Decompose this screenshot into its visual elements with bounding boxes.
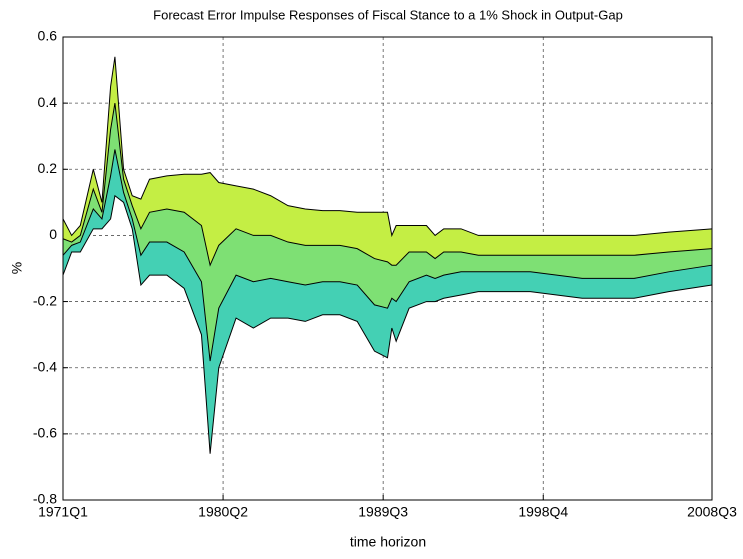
surface-band	[63, 103, 712, 362]
x-tick-label: 2008Q3	[687, 504, 737, 520]
surface-line	[62, 194, 713, 454]
x-tick-label: 1980Q2	[198, 504, 248, 520]
surface-band	[63, 56, 712, 266]
plot-frame	[62, 36, 713, 501]
y-tick-label: 0.2	[38, 160, 58, 176]
x-tick-label: 1989Q3	[358, 504, 408, 520]
y-tick-label: 0.4	[38, 94, 58, 110]
y-tick-label: -0.4	[33, 358, 57, 374]
surface-line	[62, 56, 713, 238]
x-tick-label: 1971Q1	[38, 504, 88, 520]
y-tick-label: -0.8	[33, 491, 57, 507]
x-tick-label: 1998Q4	[518, 504, 568, 520]
x-axis-label: time horizon	[350, 534, 426, 550]
y-tick-label: -0.6	[33, 425, 57, 441]
y-axis-label: %	[9, 262, 25, 274]
chart-title: Forecast Error Impulse Responses of Fisc…	[153, 7, 623, 22]
surface-band	[63, 149, 712, 454]
y-tick-label: 0.6	[38, 28, 58, 44]
y-tick-label: 0	[49, 226, 57, 242]
surface-line	[62, 149, 713, 362]
surface-line	[62, 103, 713, 267]
y-tick-label: -0.2	[33, 292, 57, 308]
